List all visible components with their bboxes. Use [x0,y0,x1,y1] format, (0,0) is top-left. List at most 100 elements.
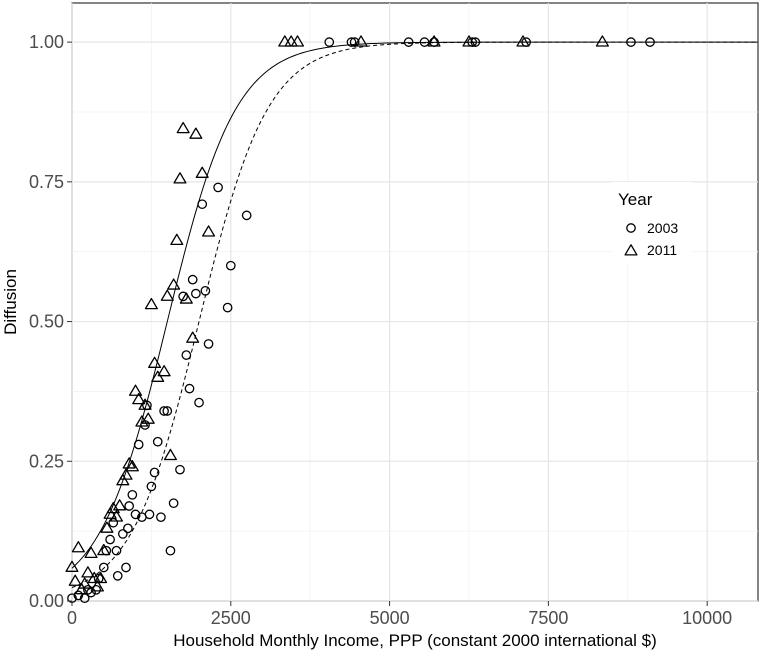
legend-key-2003 [626,223,636,233]
point-2003 [123,523,133,534]
point-2011 [109,510,124,522]
point-2003 [162,406,173,416]
point-2011 [68,574,82,586]
data-points [65,35,655,604]
point-2011 [144,297,158,310]
point-2003 [112,571,123,581]
point-2011 [128,384,143,396]
point-2011 [148,356,162,368]
fitted-curve-2011 [71,41,758,569]
point-2011 [516,35,530,47]
point-2003 [225,260,236,271]
y-tick-label: 1.00 [29,32,64,52]
point-2003 [346,37,357,47]
point-2011 [125,460,139,472]
point-2011 [427,35,441,47]
legend-title: Year [618,190,653,209]
point-2003 [194,397,204,408]
point-2003 [187,274,198,285]
point-2011 [90,580,104,592]
legend-entry-2003: 2003 [626,220,678,236]
point-2011 [119,468,133,480]
point-2011 [202,225,216,237]
point-2011 [189,127,203,139]
point-2011 [176,121,190,134]
point-2011 [122,457,136,469]
point-2003 [73,590,84,601]
point-2011 [65,560,79,572]
point-2003 [191,288,201,299]
legend-entries: 2003 2011 [624,220,678,258]
point-2003 [165,545,176,556]
point-2011 [462,35,476,47]
point-2003 [152,436,163,447]
legend-label-2003: 2003 [647,220,678,236]
legend-label-2011: 2011 [647,242,677,258]
axes: 0 2500 5000 7500 10000 0.00 0.25 0.50 0.75 1.00 [29,32,732,628]
y-tick-label: 0.25 [29,451,64,471]
point-2011 [179,292,193,304]
legend: Year 2003 2011 [612,182,692,264]
point-2003 [98,562,109,573]
point-2011 [78,577,92,589]
plot-panel [71,2,759,602]
point-2003 [146,481,157,492]
point-2011 [97,543,111,556]
point-2003 [200,285,211,296]
point-2011 [167,278,181,290]
x-tick-label: 0 [67,608,77,628]
point-2003 [159,406,169,416]
legend-key-2011 [624,244,638,256]
fitted-curves [71,41,758,588]
point-2011 [173,172,187,184]
point-2003 [121,562,131,573]
x-tick-label: 10000 [682,608,732,628]
point-2003 [124,501,135,511]
x-tick-label: 7500 [528,608,568,628]
point-2003 [133,439,144,450]
point-2011 [157,365,171,377]
y-tick-label: 0.75 [29,172,64,192]
point-2003 [403,37,414,47]
point-2011 [106,501,120,514]
point-2011 [141,412,155,424]
point-2003 [149,467,160,478]
point-2003 [127,489,138,500]
point-2011 [84,546,98,558]
point-2003 [197,199,208,210]
point-2011 [100,521,114,533]
y-axis-label: Diffusion [1,269,20,335]
x-axis-label: Household Monthly Income, PPP (constant … [173,631,657,650]
point-2011 [113,499,127,511]
y-tick-label: 0.50 [29,312,64,332]
point-2011 [71,541,85,553]
fitted-curve-2003 [71,41,758,588]
x-tick-label: 5000 [370,608,410,628]
point-2011 [81,566,95,578]
x-tick-label: 2500 [211,608,251,628]
legend-entry-2011: 2011 [624,242,677,258]
point-2011 [135,415,149,427]
point-2003 [105,534,115,545]
point-2003 [156,512,166,523]
point-2003 [175,464,185,475]
point-2003 [184,383,195,394]
point-2011 [170,233,184,246]
y-tick-label: 0.00 [29,591,64,611]
point-2003 [241,210,252,221]
point-2003 [324,37,335,47]
point-2011 [354,35,368,47]
point-2011 [195,166,209,178]
point-2003 [626,37,636,47]
point-2011 [138,398,152,410]
point-2003 [117,529,128,539]
point-2003 [213,182,223,193]
point-2011 [132,392,146,405]
point-2011 [595,35,609,47]
point-2011 [290,35,305,47]
point-2003 [111,545,122,556]
point-2011 [160,289,174,301]
point-2011 [163,448,177,461]
point-2011 [186,331,200,343]
